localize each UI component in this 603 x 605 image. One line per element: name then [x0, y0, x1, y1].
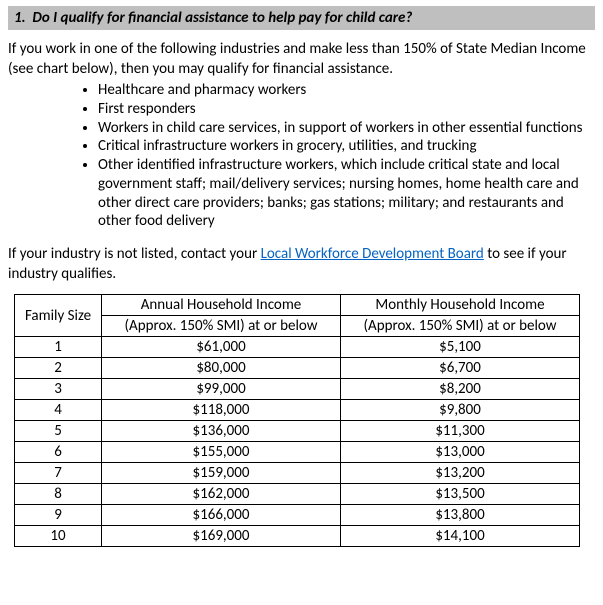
cell-monthly: $8,200 [341, 379, 580, 400]
note-text-before: If your industry is not listed, contact … [8, 245, 261, 263]
cell-monthly: $13,000 [341, 442, 580, 463]
table-row: 4 $118,000 $9,800 [15, 400, 580, 421]
cell-size: 3 [15, 379, 102, 400]
list-item: Workers in child care services, in suppo… [98, 119, 595, 138]
question-number: 1. [14, 9, 26, 27]
intro-paragraph: If you work in one of the following indu… [8, 40, 595, 79]
cell-annual: $61,000 [102, 337, 341, 358]
cell-annual: $155,000 [102, 442, 341, 463]
cell-size: 1 [15, 337, 102, 358]
industries-list: Healthcare and pharmacy workers First re… [8, 81, 595, 231]
table-row: 8 $162,000 $13,500 [15, 484, 580, 505]
table-row: 7 $159,000 $13,200 [15, 463, 580, 484]
cell-monthly: $13,200 [341, 463, 580, 484]
cell-annual: $166,000 [102, 505, 341, 526]
list-item: Other identified infrastructure workers,… [98, 156, 595, 231]
cell-size: 8 [15, 484, 102, 505]
cell-size: 10 [15, 526, 102, 547]
cell-size: 4 [15, 400, 102, 421]
not-listed-note: If your industry is not listed, contact … [8, 245, 595, 284]
workforce-board-link[interactable]: Local Workforce Development Board [261, 245, 484, 263]
cell-monthly: $6,700 [341, 358, 580, 379]
list-item: Healthcare and pharmacy workers [98, 81, 595, 100]
cell-size: 9 [15, 505, 102, 526]
table-row: 2 $80,000 $6,700 [15, 358, 580, 379]
table-row: 6 $155,000 $13,000 [15, 442, 580, 463]
cell-annual: $80,000 [102, 358, 341, 379]
cell-monthly: $14,100 [341, 526, 580, 547]
question-heading: 1. Do I qualify for financial assistance… [8, 6, 595, 30]
question-text: Do I qualify for financial assistance to… [32, 9, 412, 27]
header-annual-line1: Annual Household Income [102, 295, 341, 316]
table-header-row: Family Size Annual Household Income Mont… [15, 295, 580, 316]
header-monthly-line1: Monthly Household Income [341, 295, 580, 316]
table-row: 1 $61,000 $5,100 [15, 337, 580, 358]
cell-monthly: $9,800 [341, 400, 580, 421]
cell-monthly: $11,300 [341, 421, 580, 442]
cell-size: 6 [15, 442, 102, 463]
table-row: 10 $169,000 $14,100 [15, 526, 580, 547]
cell-annual: $169,000 [102, 526, 341, 547]
list-item: Critical infrastructure workers in groce… [98, 137, 595, 156]
table-row: 5 $136,000 $11,300 [15, 421, 580, 442]
cell-annual: $162,000 [102, 484, 341, 505]
header-family-size: Family Size [15, 295, 102, 337]
cell-monthly: $13,800 [341, 505, 580, 526]
cell-annual: $159,000 [102, 463, 341, 484]
cell-monthly: $13,500 [341, 484, 580, 505]
cell-monthly: $5,100 [341, 337, 580, 358]
list-item: First responders [98, 100, 595, 119]
cell-annual: $136,000 [102, 421, 341, 442]
cell-size: 5 [15, 421, 102, 442]
table-row: 9 $166,000 $13,800 [15, 505, 580, 526]
table-row: 3 $99,000 $8,200 [15, 379, 580, 400]
header-monthly-line2: (Approx. 150% SMI) at or below [341, 316, 580, 337]
income-table: Family Size Annual Household Income Mont… [14, 294, 580, 547]
cell-size: 2 [15, 358, 102, 379]
cell-size: 7 [15, 463, 102, 484]
header-annual-line2: (Approx. 150% SMI) at or below [102, 316, 341, 337]
cell-annual: $118,000 [102, 400, 341, 421]
cell-annual: $99,000 [102, 379, 341, 400]
